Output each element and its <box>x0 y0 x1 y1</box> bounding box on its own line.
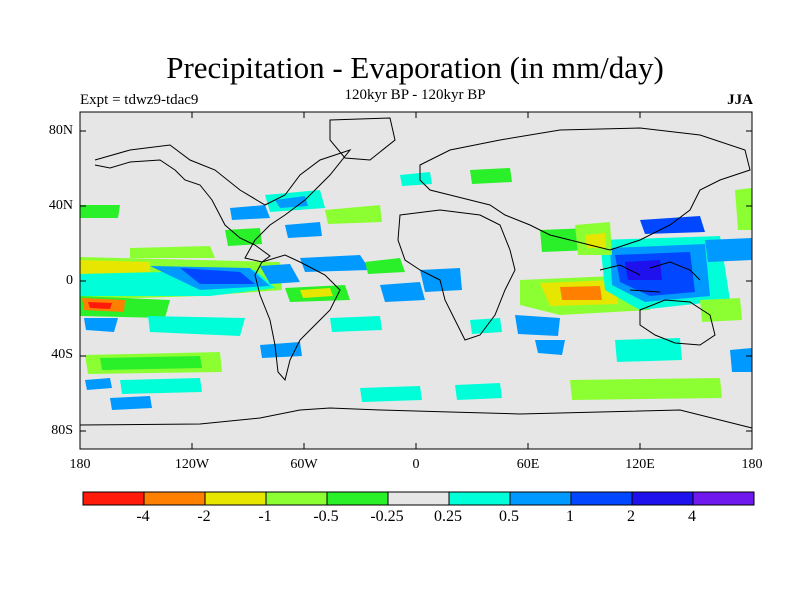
coastline-greenland <box>329 117 396 161</box>
colorbar-label: -1 <box>258 508 272 525</box>
coastline-africa <box>397 209 516 341</box>
anomaly-patch <box>700 298 742 322</box>
lat-label-80s: 80S <box>51 423 73 438</box>
anomaly-patch <box>625 260 662 280</box>
anomaly-patch <box>535 340 565 355</box>
colorbar-label: 4 <box>688 508 696 525</box>
colorbar-swatch <box>82 491 145 506</box>
anomaly-patch <box>365 258 405 274</box>
colorbar-swatch <box>204 491 267 506</box>
colorbar-label: 1 <box>566 508 574 525</box>
anomaly-patch <box>85 378 112 390</box>
anomaly-patch <box>735 188 752 230</box>
anomaly-patch <box>180 268 255 284</box>
lon-label-60e: 60E <box>516 457 540 472</box>
colorbar-label: -2 <box>197 508 211 525</box>
lon-label-60w: 60W <box>290 457 318 472</box>
anomaly-patch <box>260 342 302 358</box>
anomaly-patch <box>130 246 215 258</box>
axis-ticks <box>79 112 753 449</box>
lat-label-0: 0 <box>66 273 73 288</box>
anomaly-patch <box>400 172 432 186</box>
colorbar-label: -0.5 <box>313 508 339 525</box>
coastline-eurasia <box>419 127 751 251</box>
anomaly-patch <box>230 205 270 220</box>
lon-label-0: 0 <box>412 457 420 472</box>
coastline-australia <box>639 299 716 346</box>
colorbar-swatch <box>448 491 511 506</box>
coastlines <box>79 117 753 429</box>
anomaly-patch <box>730 348 752 372</box>
anomaly-patch <box>80 260 150 274</box>
colorbar-label: -0.25 <box>370 508 404 525</box>
lat-label-80n: 80N <box>48 123 73 138</box>
anomaly-patch <box>325 205 382 224</box>
anomaly-patch <box>300 288 333 298</box>
lat-label-40n: 40N <box>48 198 73 213</box>
lat-label-40s: 40S <box>51 347 73 362</box>
anomaly-patch <box>615 338 682 362</box>
anomaly-patch <box>640 216 705 234</box>
anomaly-patch <box>80 205 120 218</box>
lon-label-120w: 120W <box>174 457 210 472</box>
anomaly-patch <box>455 383 502 400</box>
anomaly-patch <box>148 316 245 336</box>
anomaly-patch <box>585 233 606 248</box>
coastline-antarctica <box>79 407 753 429</box>
colorbar-label: 0.5 <box>499 508 519 525</box>
anomaly-patch <box>275 196 308 208</box>
anomaly-patch <box>330 316 382 332</box>
colorbar-swatch <box>631 491 694 506</box>
anomaly-field <box>80 168 752 410</box>
lon-label-120e: 120E <box>625 457 655 472</box>
colorbar-label: -4 <box>136 508 150 525</box>
colorbar-label: 2 <box>627 508 635 525</box>
anomaly-patch <box>300 255 370 272</box>
anomaly-patch <box>705 238 752 262</box>
season-label: JJA <box>727 92 753 108</box>
anomaly-patch <box>420 268 462 292</box>
chart-subtitle: 120kyr BP - 120kyr BP <box>344 87 486 103</box>
colorbar-label: 0.25 <box>434 508 462 525</box>
anomaly-patch <box>470 318 502 334</box>
anomaly-patch <box>380 282 425 302</box>
chart-title: Precipitation - Evaporation (in mm/day) <box>166 50 664 85</box>
anomaly-patch <box>360 386 422 402</box>
anomaly-patch <box>285 222 322 238</box>
anomaly-patch <box>515 315 560 336</box>
anomaly-patch <box>120 378 202 394</box>
coastline-south-america <box>254 254 341 382</box>
anomaly-patch <box>88 302 112 309</box>
colorbar-swatch <box>387 491 450 506</box>
colorbar-swatch <box>570 491 633 506</box>
anomaly-patch <box>470 168 512 184</box>
colorbar-swatch <box>143 491 206 506</box>
colorbar-swatch <box>326 491 389 506</box>
experiment-label: Expt = tdwz9-tdac9 <box>80 92 199 108</box>
colorbar-swatch <box>509 491 572 506</box>
anomaly-patch <box>110 396 152 410</box>
anomaly-patch <box>225 228 262 246</box>
colorbar <box>82 491 755 506</box>
anomaly-patch <box>570 378 722 400</box>
map-panel <box>79 111 753 450</box>
colorbar-swatch <box>692 491 755 506</box>
coastline-north-america <box>94 144 352 263</box>
lon-label-180w: 180 <box>69 457 91 472</box>
colorbar-swatch <box>265 491 328 506</box>
anomaly-patch <box>260 264 300 284</box>
anomaly-patch <box>84 318 118 332</box>
lon-label-180e: 180 <box>741 457 763 472</box>
coastline-maritime-continent <box>599 261 701 293</box>
anomaly-patch <box>560 286 602 300</box>
anomaly-patch <box>100 356 202 370</box>
